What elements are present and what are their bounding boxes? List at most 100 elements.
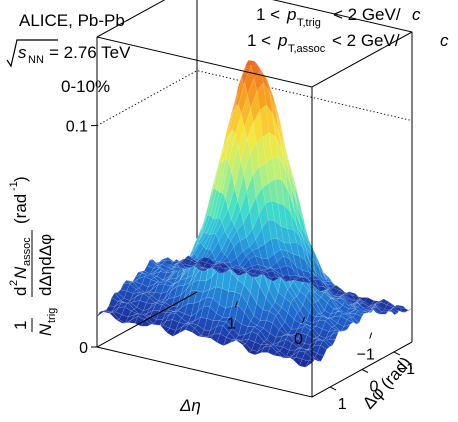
dphi-tick [329,386,337,391]
surface-cell [209,217,220,236]
surface-cell [270,261,281,270]
surface-cell [180,281,191,296]
energy-subscript: NN [28,54,44,66]
svg-text:2: 2 [8,280,20,286]
surface-cell [124,314,135,324]
experiment-label: ALICE, Pb-Pb [19,11,125,30]
surface-cell [343,319,354,327]
surface-cell [212,263,223,269]
surface-cell [114,292,125,301]
surface-cell [143,309,154,317]
surface-cell [300,325,311,336]
svg-text:T,trig: T,trig [297,17,321,29]
centrality-label: 0-10% [61,77,110,96]
surface-cell [213,160,224,191]
surface-cell [216,304,226,318]
frame-top-left [96,0,166,38]
surface-cell [149,301,159,309]
surface-cell [162,311,173,320]
surface-cell [294,185,304,224]
surface-cell [285,334,296,344]
surface-cell [302,351,312,362]
svg-text:T,assoc: T,assoc [288,43,326,55]
deta-tick-label: −1 [357,347,375,364]
surface-cell [236,222,247,241]
svg-text:c: c [440,31,449,50]
svg-text:1 <: 1 < [256,5,280,24]
svg-text:N: N [36,323,55,336]
surface-cell [181,290,191,308]
svg-text:1: 1 [11,321,30,330]
surface-cell [213,191,223,219]
svg-text:-1: -1 [8,181,20,191]
svg-text:c: c [412,5,421,24]
surface-cell [147,269,157,276]
energy-label: s NN = 2.76 TeV [6,39,131,68]
surface-cell [223,268,233,274]
surface-cell [216,333,227,346]
surface-cell [197,317,208,331]
surface-cell [402,307,413,313]
surface-cell [244,303,254,322]
surface-cell [188,322,198,329]
surface-cell [216,139,227,170]
svg-text:< 2 GeV/: < 2 GeV/ [333,5,401,24]
surface-cell [207,325,217,338]
surface-cell [200,305,211,319]
surface-cell [245,250,256,260]
z-tick-label: 0 [79,340,88,357]
surface-cell [326,285,337,290]
z-tick-label: 0.1 [66,119,88,136]
surface-cell [141,276,152,287]
svg-text:1 <: 1 < [247,31,271,50]
surface-cell [293,229,304,248]
svg-text:N: N [11,266,30,279]
surface-cell [282,274,293,282]
svg-text:assoc: assoc [21,237,33,266]
surface-cell [352,313,363,324]
surface-cell [145,291,156,296]
surface-cell [203,262,214,269]
deta-tick [234,301,238,308]
surface-cell [174,298,185,312]
deta-tick [369,332,373,339]
svg-text:): ) [11,176,30,182]
surface-cell [231,104,242,135]
dphi-tick [361,369,369,373]
ptrig-label: 1 < p T,trig < 2 GeV/ c [256,5,421,29]
dphi-tick [393,351,401,356]
surface-cell [326,339,336,346]
surface-cell [322,320,332,332]
surface-cell [215,221,226,242]
svg-text:(rad: (rad [11,194,30,224]
surface-cell [190,300,201,317]
surface-cell [303,238,313,259]
deta-tick [302,316,305,324]
axis-ticks: 0 0.1 1 0 −1 1 0 −1 [66,119,415,413]
surface-cell [244,268,254,274]
dphi-tick-label: 0 [370,379,379,396]
surface-cell [279,346,290,358]
surface-cell [152,259,163,266]
surface-cell [384,307,394,312]
dphi-tick-label: 1 [338,396,347,413]
surface-cell [279,118,289,160]
surface-cell [213,325,224,335]
surface-cell [156,271,167,281]
surface-cell [227,246,237,263]
svg-text:p: p [286,5,296,24]
x-axis-title: Δη [179,396,201,415]
surface-cell [283,256,293,269]
surface-cell [184,303,195,317]
svg-text:< 2 GeV/: < 2 GeV/ [332,31,400,50]
energy-value: = 2.76 TeV [49,43,131,62]
surface-cell [249,196,260,230]
surface-cell [177,278,187,287]
deta-tick-label: 1 [227,315,236,332]
passoc-label: 1 < p T,assoc < 2 GeV/ c [247,31,449,55]
surface-cell [131,312,142,320]
surface-cell [203,297,214,307]
energy-symbol: s [18,43,27,62]
surface-cell [305,359,316,368]
